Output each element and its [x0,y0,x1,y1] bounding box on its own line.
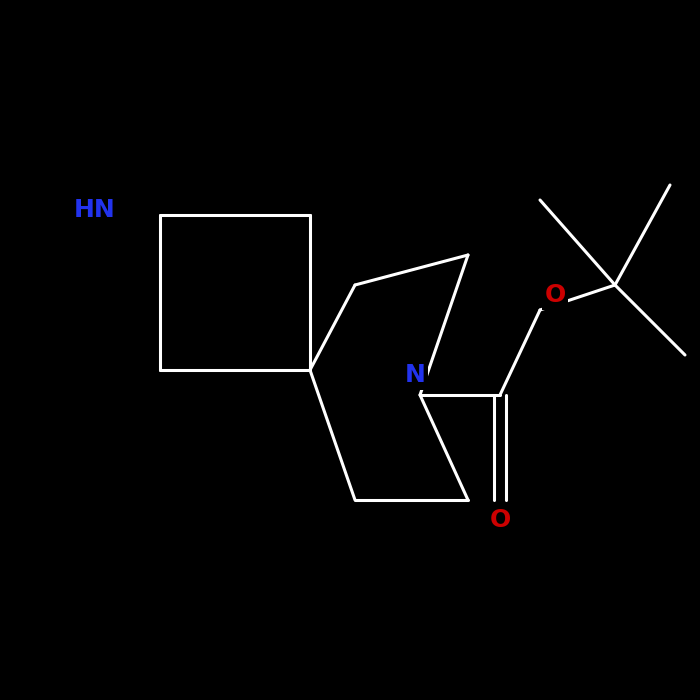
Text: N: N [405,363,426,387]
Text: O: O [489,508,510,532]
Text: HN: HN [74,198,116,222]
Text: O: O [545,283,566,307]
